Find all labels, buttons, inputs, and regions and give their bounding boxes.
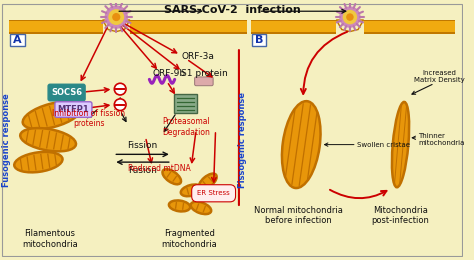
Circle shape <box>339 6 361 28</box>
Ellipse shape <box>14 152 63 172</box>
Bar <box>364 32 455 34</box>
Ellipse shape <box>163 169 181 184</box>
Text: Proteasomal
Degradation: Proteasomal Degradation <box>163 117 210 137</box>
Text: Filamentous
mitochondria: Filamentous mitochondria <box>22 229 78 249</box>
Bar <box>130 20 247 22</box>
Bar <box>251 20 336 22</box>
Text: S1 protein: S1 protein <box>182 69 228 78</box>
Text: ORF-3a: ORF-3a <box>182 53 214 61</box>
Bar <box>364 20 455 34</box>
FancyBboxPatch shape <box>195 77 213 86</box>
Circle shape <box>114 83 126 95</box>
Bar <box>364 20 455 22</box>
Bar <box>9 20 103 34</box>
FancyBboxPatch shape <box>10 34 25 46</box>
Text: ER Stress: ER Stress <box>197 190 230 196</box>
Text: Inhibition of fission
proteins: Inhibition of fission proteins <box>53 109 126 128</box>
Circle shape <box>343 10 357 24</box>
Ellipse shape <box>392 102 409 187</box>
Polygon shape <box>103 20 130 31</box>
Text: ORF-9b: ORF-9b <box>152 69 185 78</box>
FancyBboxPatch shape <box>252 34 266 46</box>
Circle shape <box>109 9 124 25</box>
Text: Fission: Fission <box>128 141 158 151</box>
FancyBboxPatch shape <box>174 94 197 113</box>
Ellipse shape <box>20 128 76 151</box>
Text: MTFP1: MTFP1 <box>57 105 89 114</box>
Polygon shape <box>336 20 364 31</box>
Bar <box>130 20 247 22</box>
Bar <box>130 32 247 34</box>
Text: SARS-CoV-2  infection: SARS-CoV-2 infection <box>164 5 301 15</box>
Text: B: B <box>255 35 263 45</box>
Text: Fusogenic response: Fusogenic response <box>2 93 11 187</box>
Bar <box>251 32 336 34</box>
Bar <box>251 20 336 34</box>
Bar <box>9 32 103 34</box>
Bar <box>251 20 336 22</box>
Circle shape <box>105 5 128 29</box>
Ellipse shape <box>191 202 211 214</box>
Ellipse shape <box>282 101 320 188</box>
Text: Fissogenic response: Fissogenic response <box>238 92 247 188</box>
Ellipse shape <box>181 185 201 196</box>
Text: Swollen cristae: Swollen cristae <box>357 142 410 148</box>
Text: Fusion: Fusion <box>128 166 157 175</box>
Text: Mitochondria
post-infection: Mitochondria post-infection <box>372 206 429 225</box>
Bar <box>130 20 247 34</box>
FancyBboxPatch shape <box>55 102 92 117</box>
Text: Increased
Matrix Density: Increased Matrix Density <box>414 70 465 83</box>
Text: A: A <box>13 35 22 45</box>
Text: Normal mitochondria
before infection: Normal mitochondria before infection <box>254 206 343 225</box>
FancyArrowPatch shape <box>301 32 347 94</box>
Text: Fragmented
mitochondria: Fragmented mitochondria <box>162 229 217 249</box>
Circle shape <box>114 99 126 110</box>
Bar <box>364 20 455 22</box>
FancyBboxPatch shape <box>48 84 85 101</box>
FancyArrowPatch shape <box>330 190 386 198</box>
Ellipse shape <box>169 200 190 211</box>
Text: Thinner
mitochondria: Thinner mitochondria <box>418 133 465 146</box>
Circle shape <box>346 13 354 21</box>
Ellipse shape <box>199 174 217 190</box>
Text: Reduced mtDNA: Reduced mtDNA <box>128 164 191 173</box>
Bar <box>9 20 103 22</box>
Text: SOCS6: SOCS6 <box>51 88 82 97</box>
Circle shape <box>112 13 120 21</box>
Bar <box>9 20 103 22</box>
Ellipse shape <box>23 102 82 129</box>
